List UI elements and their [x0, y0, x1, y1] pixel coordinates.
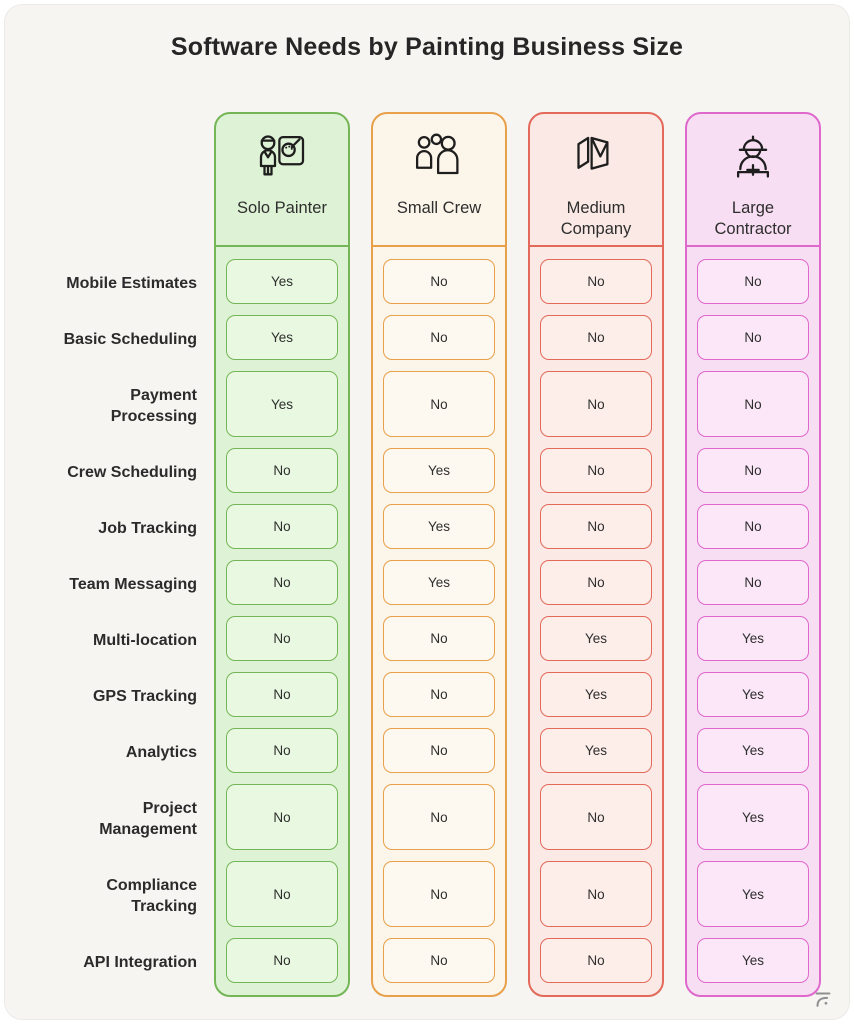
value-cell: No — [383, 315, 495, 360]
value-cell: No — [226, 938, 338, 983]
feature-label: Compliance Tracking — [35, 863, 197, 929]
value-cell: No — [383, 784, 495, 850]
medium-company-icon — [567, 130, 625, 188]
feature-label: API Integration — [35, 940, 197, 985]
labels-header-spacer — [35, 112, 197, 250]
value-cell: No — [226, 560, 338, 605]
page-title: Software Needs by Painting Business Size — [170, 33, 684, 61]
value-cell: No — [383, 672, 495, 717]
value-cell: No — [226, 672, 338, 717]
value-cell: No — [383, 371, 495, 437]
column-header-label: Small Crew — [396, 199, 482, 217]
value-cell: No — [383, 259, 495, 304]
value-cell: Yes — [383, 504, 495, 549]
value-cell: No — [697, 371, 809, 437]
value-cell: No — [226, 448, 338, 493]
feature-label: Mobile Estimates — [35, 261, 197, 306]
column-body: No No No No No No Yes Yes Yes No No No — [530, 247, 662, 995]
column-header-label: Solo Painter — [237, 199, 327, 217]
feature-label-text: Team Messaging — [69, 576, 197, 593]
value-cell: No — [540, 315, 652, 360]
column-header: Small Crew — [373, 114, 505, 247]
feature-label-text: Compliance Tracking — [106, 877, 197, 915]
value-cell: Yes — [697, 938, 809, 983]
feature-label: Crew Scheduling — [35, 450, 197, 495]
value-cell: No — [540, 784, 652, 850]
column-card-medium-company: Medium Company No No No No No No Yes Yes Yes No No N… — [528, 112, 664, 997]
feature-label-text: GPS Tracking — [92, 688, 197, 705]
value-cell: Yes — [226, 371, 338, 437]
feature-label-text: Multi-location — [93, 632, 197, 649]
feature-label: Multi-location — [35, 618, 197, 663]
column-card-small-crew: Small Crew No No No Yes Yes Yes No No No No No No — [371, 112, 507, 997]
value-cell: No — [697, 315, 809, 360]
feature-label-text: Analytics — [125, 744, 197, 761]
value-cell: No — [540, 448, 652, 493]
value-cell: No — [383, 728, 495, 773]
feature-label-text: Mobile Estimates — [66, 275, 197, 292]
feature-label-text: Project Management — [99, 800, 197, 838]
feature-label: GPS Tracking — [35, 674, 197, 719]
column-header-label: Large Contractor — [714, 199, 792, 238]
feature-label-text: Crew Scheduling — [67, 464, 197, 481]
value-cell: No — [540, 259, 652, 304]
large-contractor-icon — [724, 130, 782, 188]
feature-label: Analytics — [35, 730, 197, 775]
value-cell: No — [540, 371, 652, 437]
feature-labels-column: Mobile Estimates Basic Scheduling Payment … — [35, 112, 211, 985]
value-cell: Yes — [226, 315, 338, 360]
column-body: No No No Yes Yes Yes No No No No No No — [373, 247, 505, 995]
feature-label: Team Messaging — [35, 562, 197, 607]
value-cell: No — [383, 616, 495, 661]
column-card-solo-painter: Solo Painter Yes Yes Yes No No No No No No No No No — [214, 112, 350, 997]
feature-label: Project Management — [35, 786, 197, 852]
column-body: No No No No No No Yes Yes Yes Yes Yes Yes — [687, 247, 819, 995]
feature-label-text: Job Tracking — [98, 520, 197, 537]
value-cell: No — [697, 560, 809, 605]
value-cell: No — [383, 861, 495, 927]
value-cell: No — [697, 259, 809, 304]
value-cell: No — [226, 504, 338, 549]
value-cell: Yes — [697, 728, 809, 773]
value-cell: Yes — [697, 861, 809, 927]
value-cell: No — [540, 938, 652, 983]
comparison-table: Mobile Estimates Basic Scheduling Payment … — [5, 112, 849, 997]
value-cell: No — [226, 861, 338, 927]
value-cell: No — [226, 616, 338, 661]
feature-label-text: Basic Scheduling — [63, 331, 197, 348]
solo-painter-icon — [253, 130, 311, 188]
value-cell: Yes — [226, 259, 338, 304]
feature-label: Basic Scheduling — [35, 317, 197, 362]
value-cell: Yes — [383, 448, 495, 493]
value-cell: No — [540, 861, 652, 927]
value-cell: No — [697, 504, 809, 549]
value-cell: Yes — [540, 728, 652, 773]
column-header: Medium Company — [530, 114, 662, 247]
value-cell: No — [226, 728, 338, 773]
value-cell: Yes — [540, 616, 652, 661]
infographic-canvas: Software Needs by Painting Business Size… — [4, 4, 850, 1020]
column-header: Solo Painter — [216, 114, 348, 247]
feature-label-text: Payment Processing — [110, 387, 197, 425]
feature-label-text: API Integration — [83, 954, 197, 971]
column-header-label: Medium Company — [560, 199, 632, 238]
value-cell: No — [540, 504, 652, 549]
flourish-logo-icon — [812, 988, 834, 1010]
value-cell: Yes — [697, 784, 809, 850]
business-size-columns: Solo Painter Yes Yes Yes No No No No No No No No No S… — [214, 112, 821, 997]
value-cell: No — [697, 448, 809, 493]
feature-label: Job Tracking — [35, 506, 197, 551]
value-cell: Yes — [540, 672, 652, 717]
value-cell: Yes — [697, 616, 809, 661]
feature-label: Payment Processing — [35, 373, 197, 439]
value-cell: No — [540, 560, 652, 605]
value-cell: Yes — [697, 672, 809, 717]
column-body: Yes Yes Yes No No No No No No No No No — [216, 247, 348, 995]
value-cell: Yes — [383, 560, 495, 605]
small-crew-icon — [410, 130, 468, 188]
value-cell: No — [226, 784, 338, 850]
column-header: Large Contractor — [687, 114, 819, 247]
column-card-large-contractor: Large Contractor No No No No No No Yes Yes Yes Yes… — [685, 112, 821, 997]
value-cell: No — [383, 938, 495, 983]
